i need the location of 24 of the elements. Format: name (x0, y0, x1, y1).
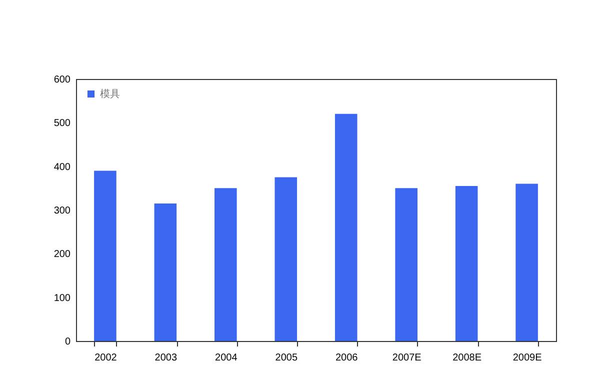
bar (274, 177, 298, 341)
x-tick-label: 2009E (512, 352, 542, 364)
bar (334, 114, 358, 341)
x-tick-label: 2007E (392, 352, 422, 364)
legend-label: 模具 (100, 88, 120, 100)
y-tick-label: 300 (54, 206, 71, 216)
bar (455, 186, 478, 341)
x-tick-label: 2003 (154, 352, 178, 364)
bar (94, 170, 116, 341)
y-tick-label: 100 (54, 292, 71, 304)
y-tick-label: 500 (54, 118, 71, 130)
bar (516, 184, 538, 341)
bar (395, 188, 418, 341)
x-tick-label: 2008E (452, 352, 482, 364)
y-tick-label: 0 (64, 336, 71, 348)
y-tick-label: 200 (54, 249, 71, 260)
x-tick-label: 2006 (335, 352, 358, 364)
y-tick-label: 400 (54, 162, 71, 173)
bar (154, 203, 177, 341)
x-tick-label: 2005 (275, 352, 298, 364)
x-tick-label: 2002 (94, 352, 118, 364)
bar (214, 188, 237, 341)
y-tick-label: 600 (54, 74, 71, 86)
x-tick-label: 2004 (215, 352, 238, 364)
